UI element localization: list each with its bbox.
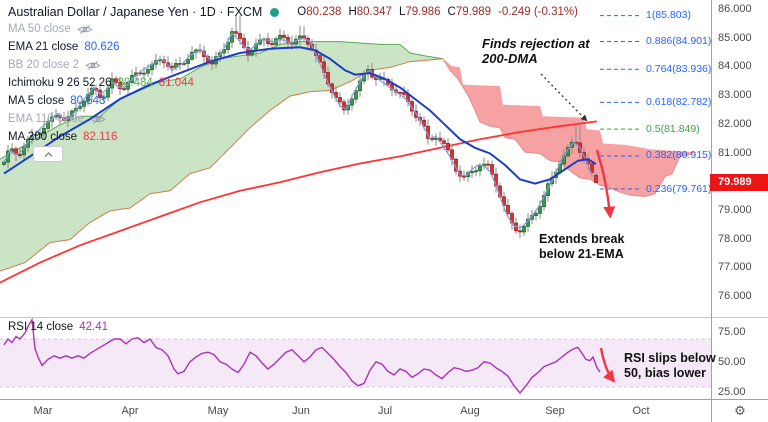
indicator-label: MA 200 close: [8, 131, 78, 143]
ohlc-close-value: 79.989: [455, 6, 492, 18]
indicator-row-ema21[interactable]: EMA 21 close 80.626: [8, 40, 120, 54]
last-price-badge: 79.989: [710, 174, 768, 192]
ohlc-close-label: C: [447, 6, 456, 18]
eye-hidden-icon[interactable]: [85, 60, 101, 71]
indicator-value: 80.484: [117, 77, 153, 89]
indicator-value: 42.41: [79, 321, 108, 333]
gear-icon[interactable]: ⚙: [734, 403, 746, 419]
indicator-row-ma5[interactable]: MA 5 close 80.543: [8, 94, 105, 108]
indicator-row-rsi[interactable]: RSI 14 close 42.41: [8, 320, 108, 334]
ohlc-high-label: H: [348, 6, 357, 18]
ohlc-high-value: 80.347: [356, 6, 392, 18]
indicator-label: RSI 14 close: [8, 321, 74, 333]
eye-hidden-icon[interactable]: [77, 24, 93, 35]
eye-hidden-icon[interactable]: [90, 114, 106, 125]
ohlc-open-value: 80.238: [306, 6, 342, 18]
ohlc-low-value: 79.986: [405, 6, 441, 18]
indicator-label: EMA 110 close: [8, 113, 84, 125]
indicator-label: BB 20 close 2: [8, 59, 79, 71]
indicator-label: EMA 21 close: [8, 41, 79, 53]
ohlc-readout: O80.238 H80.347 L79.986 C79.989 -0.249 (…: [297, 6, 578, 18]
indicator-value: 82.116: [83, 131, 118, 143]
chart-header: Australian Dollar / Japanese Yen · 1D · …: [8, 5, 578, 19]
indicator-row-bb20[interactable]: BB 20 close 2: [8, 58, 101, 72]
annotation-rsi-note: RSI slips below 50, bias lower: [624, 351, 716, 380]
indicator-value: 80.626: [84, 41, 120, 53]
indicator-row-ichimoku[interactable]: Ichimoku 9 26 52 26 80.484 81.044: [8, 76, 194, 90]
indicator-row-ma200[interactable]: MA 200 close 82.116: [8, 130, 117, 144]
indicator-value: 81.044: [158, 77, 194, 89]
symbol-title[interactable]: Australian Dollar / Japanese Yen · 1D · …: [8, 5, 263, 19]
chevron-up-icon: [44, 151, 53, 157]
collapse-indicators-button[interactable]: [33, 146, 63, 162]
annotation-finds-rejection: Finds rejection at 200-DMA: [482, 36, 590, 66]
annotation-extends-break: Extends break below 21-EMA: [539, 232, 625, 261]
ohlc-open-label: O: [297, 6, 307, 18]
indicator-value: 80.543: [70, 95, 106, 107]
indicator-label: MA 50 close: [8, 23, 71, 35]
indicator-label: Ichimoku 9 26 52 26: [8, 77, 112, 89]
ohlc-low-label: L: [398, 6, 406, 18]
indicator-label: MA 5 close: [8, 95, 65, 107]
ohlc-change-value: -0.249 (-0.31%): [498, 6, 578, 18]
indicator-row-ema110[interactable]: EMA 110 close: [8, 112, 106, 126]
market-status-icon: [270, 7, 280, 17]
indicator-row-ma50[interactable]: MA 50 close: [8, 22, 93, 36]
